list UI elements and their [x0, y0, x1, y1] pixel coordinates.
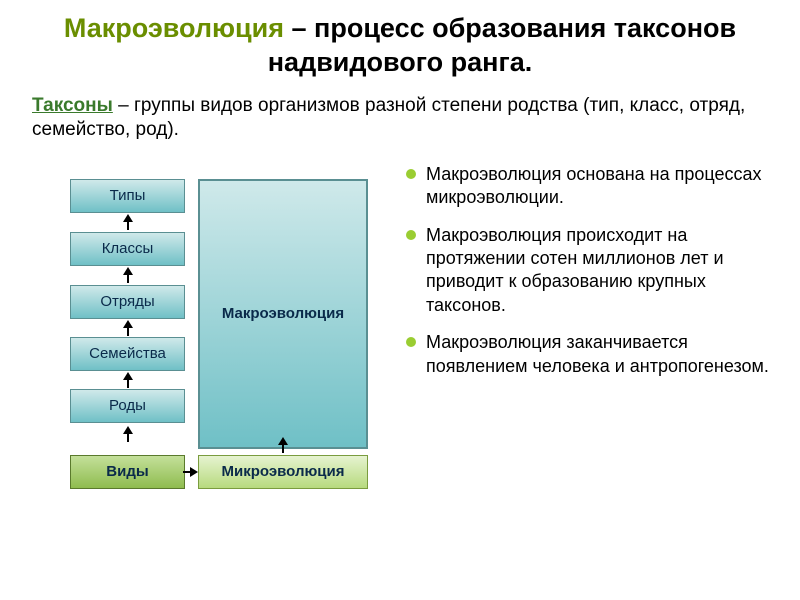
- semeystva-box: Семейства: [70, 337, 185, 371]
- page-title: Макроэволюция – процесс образования такс…: [28, 12, 772, 80]
- title-rest: – процесс образования таксонов надвидово…: [268, 13, 736, 77]
- subtitle-rest: – группы видов организмов разной степени…: [32, 95, 745, 141]
- klassy-box: Классы: [70, 232, 185, 266]
- bullet-item-1: Макроэволюция происходит на протяжении с…: [404, 224, 772, 318]
- arrow-up-1: [123, 267, 133, 283]
- bullet-item-2: Макроэволюция заканчивается появлением ч…: [404, 331, 772, 378]
- bullet-list: Макроэволюция основана на процессах микр…: [404, 157, 772, 499]
- title-accent: Макроэволюция: [64, 13, 284, 43]
- otryady-box: Отряды: [70, 285, 185, 319]
- macro-box: Макроэволюция: [198, 179, 368, 449]
- arrow-up-0: [123, 214, 133, 230]
- tipy-box: Типы: [70, 179, 185, 213]
- arrow-up-2: [123, 320, 133, 336]
- vidy-box: Виды: [70, 455, 185, 489]
- bullet-item-0: Макроэволюция основана на процессах микр…: [404, 163, 772, 210]
- subtitle: Таксоны – группы видов организмов разной…: [32, 94, 772, 143]
- arrow-up-3: [123, 372, 133, 388]
- micro-box: Микроэволюция: [198, 455, 368, 489]
- subtitle-term: Таксоны: [32, 95, 113, 116]
- arrow-vidy-to-micro: [183, 467, 199, 477]
- rody-box: Роды: [70, 389, 185, 423]
- taxonomy-diagram: Макроэволюция Микроэволюция Типы Классы От…: [28, 157, 384, 499]
- arrow-up-4: [123, 426, 133, 442]
